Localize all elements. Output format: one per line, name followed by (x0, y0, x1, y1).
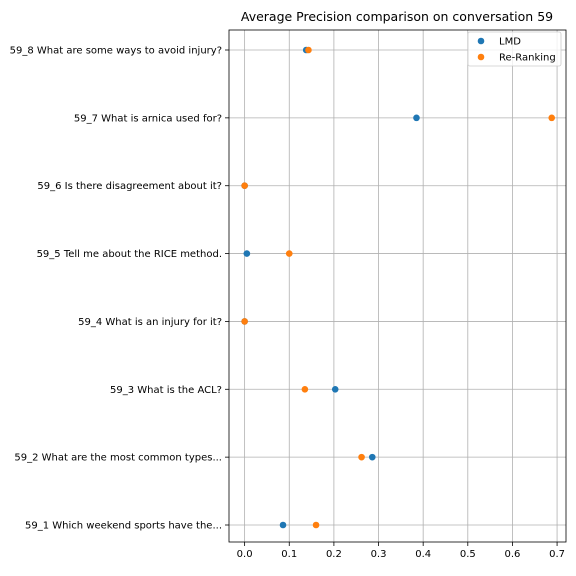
x-tick-label: 0.3 (371, 549, 387, 560)
x-axis: 0.0 0.1 0.2 0.3 0.4 0.5 0.6 0.7 (237, 542, 565, 560)
y-tick-label: 59_7 What is arnica used for? (74, 113, 222, 124)
x-tick-label: 0.2 (326, 549, 342, 560)
legend-label: LMD (499, 37, 521, 48)
data-point (358, 453, 365, 461)
y-tick-label: 59_6 Is there disagreement about it? (37, 181, 222, 192)
grid-layer (229, 30, 566, 542)
data-point (305, 46, 312, 54)
x-tick-label: 0.5 (460, 549, 476, 560)
y-tick-label: 59_1 Which weekend sports have the... (25, 521, 222, 532)
data-point (331, 385, 339, 393)
data-points (241, 46, 556, 529)
chart-title: Average Precision comparison on conversa… (241, 9, 553, 24)
legend-box (467, 31, 562, 67)
legend-marker (477, 37, 485, 45)
data-point (279, 521, 287, 529)
legend: LMD Re-Ranking (467, 31, 562, 67)
legend-label: Re-Ranking (499, 53, 556, 64)
data-point (241, 318, 248, 325)
x-tick-label: 0.1 (281, 549, 297, 560)
y-tick-label: 59_8 What are some ways to avoid injury? (10, 46, 222, 57)
data-point (368, 453, 376, 461)
y-tick-label: 59_3 What is the ACL? (110, 385, 222, 396)
data-point (243, 250, 251, 257)
x-tick-label: 0.7 (549, 549, 565, 560)
x-tick-label: 0.0 (237, 549, 253, 560)
data-point (301, 385, 309, 393)
y-tick-label: 59_4 What is an injury for it? (78, 317, 222, 328)
plot-frame (228, 29, 567, 543)
y-tick-label: 59_2 What are the most common types... (14, 453, 222, 464)
x-tick-label: 0.6 (504, 549, 520, 560)
data-point (312, 521, 320, 529)
data-point (413, 114, 420, 122)
x-tick-label: 0.4 (415, 549, 431, 560)
data-point (241, 182, 248, 190)
data-point (285, 250, 293, 257)
legend-marker (477, 53, 485, 61)
y-tick-label: 59_5 Tell me about the RICE method. (37, 249, 222, 260)
data-point (548, 114, 556, 122)
y-axis: 59_1 Which weekend sports have the... 59_… (10, 46, 229, 532)
